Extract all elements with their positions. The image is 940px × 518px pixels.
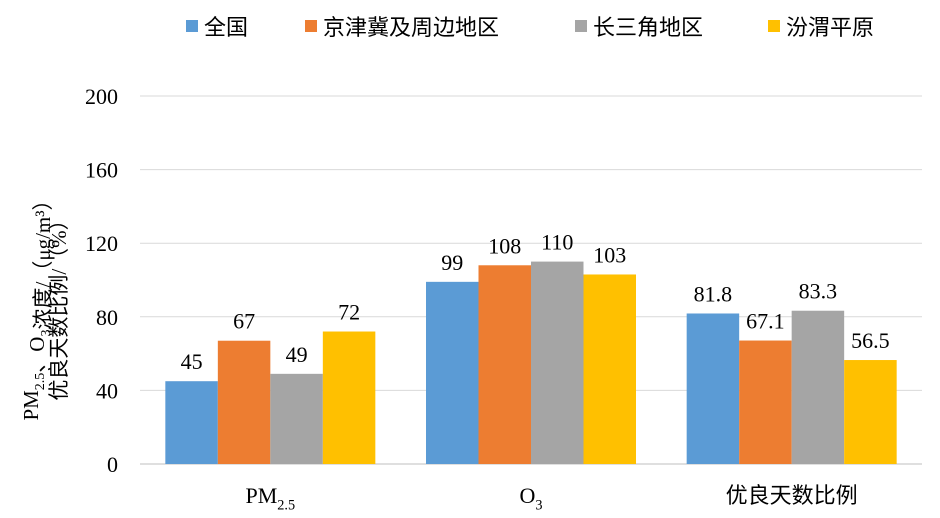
y-tick-label: 200: [85, 84, 118, 109]
data-label: 83.3: [799, 279, 838, 304]
bar: [531, 261, 584, 464]
y-tick-label: 80: [96, 305, 118, 330]
y-tick-label: 160: [85, 158, 118, 183]
data-label: 81.8: [694, 281, 733, 306]
bar: [426, 281, 479, 464]
data-label: 56.5: [851, 328, 890, 353]
bar: [165, 381, 218, 464]
data-label: 67.1: [746, 309, 785, 334]
bar: [270, 373, 323, 464]
data-label: 72: [338, 300, 360, 325]
bar: [791, 310, 845, 464]
bars: [165, 261, 897, 464]
data-label: 45: [181, 349, 203, 374]
legend: 全国 京津冀及周边地区 长三角地区 汾渭平原: [186, 16, 874, 41]
legend-label: 长三角地区: [593, 16, 703, 41]
legend-swatch: [305, 20, 317, 32]
y-axis-title: PM2.5、O3浓度/（μg/m³）优良天数比例/（%）: [19, 189, 71, 420]
data-label: 103: [593, 242, 626, 267]
bar: [322, 331, 376, 464]
data-label: 49: [286, 342, 308, 367]
y-axis-title-line: 优良天数比例/（%）: [47, 209, 71, 400]
y-axis-ticks: 0 40 80 120 160 200: [85, 84, 118, 477]
legend-swatch: [186, 20, 198, 32]
y-tick-label: 40: [96, 378, 118, 403]
x-tick-label: 优良天数比例: [726, 484, 858, 509]
data-label: 108: [488, 233, 521, 258]
x-axis-labels: PM2.5 O3 优良天数比例: [245, 483, 857, 514]
y-tick-label: 120: [85, 231, 118, 256]
bar: [686, 313, 740, 464]
legend-label: 全国: [204, 16, 248, 41]
x-tick-label: PM2.5: [245, 483, 295, 514]
legend-label: 汾渭平原: [786, 16, 874, 41]
data-label: 110: [541, 230, 573, 255]
legend-swatch: [575, 20, 587, 32]
y-axis-title-line: PM2.5、O3浓度/（μg/m³）: [19, 189, 55, 420]
bar: [583, 274, 636, 464]
legend-swatch: [768, 20, 780, 32]
legend-label: 京津冀及周边地区: [323, 16, 499, 41]
y-tick-label: 0: [107, 452, 118, 477]
bar: [217, 340, 271, 464]
bar: [739, 340, 792, 464]
data-label: 67: [233, 309, 255, 334]
data-label: 99: [441, 250, 463, 275]
x-tick-label: O3: [519, 483, 542, 514]
bar: [844, 360, 897, 464]
bar: [478, 265, 531, 464]
data-labels: 45 99 81.8 67 108 67.1 49 110 83.3 72 103 56.5: [181, 230, 890, 375]
